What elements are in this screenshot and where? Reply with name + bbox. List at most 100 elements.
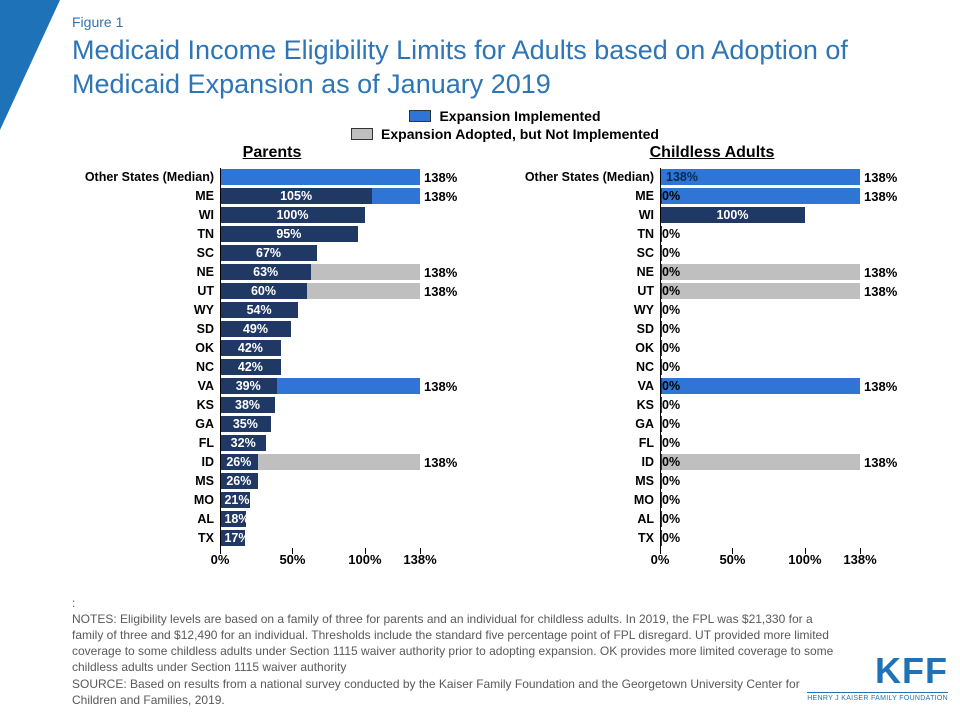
row-label: NE: [512, 265, 660, 279]
row-end-label: 138%: [420, 170, 466, 185]
overlay-bar: [220, 169, 420, 185]
chart-row: SD0%: [512, 320, 912, 339]
row-end-label: 138%: [860, 265, 906, 280]
chart-plot: Other States (Median)138%ME105%138%WI100…: [72, 168, 472, 548]
bar-value-label: 18%: [220, 511, 254, 527]
row-label: VA: [512, 379, 660, 393]
bar-area: 42%: [220, 340, 420, 356]
bar-area: 0%: [660, 359, 860, 375]
row-end-label: 138%: [420, 265, 466, 280]
bar-value-label: 0%: [662, 530, 680, 546]
bar-value-label: 0%: [662, 492, 680, 508]
bar-value-label: 0%: [662, 416, 680, 432]
chart-row: NE63%138%: [72, 263, 472, 282]
bar-area: 0%: [660, 245, 860, 261]
figure-frame: Figure 1 Medicaid Income Eligibility Lim…: [72, 14, 938, 576]
bar-area: 0%: [660, 492, 860, 508]
row-label: MO: [512, 493, 660, 507]
bar-area: 35%: [220, 416, 420, 432]
row-label: NE: [72, 265, 220, 279]
bar-area: 0%: [660, 378, 860, 394]
chart-row: NC0%: [512, 358, 912, 377]
tick-label: 0%: [211, 552, 230, 567]
bar-area: 0%: [660, 283, 860, 299]
tick-label: 50%: [719, 552, 745, 567]
chart: Childless AdultsOther States (Median)138…: [512, 144, 912, 576]
bar-value-label: 0%: [662, 359, 680, 375]
row-label: SD: [512, 322, 660, 336]
x-axis: 0%50%100%138%: [72, 552, 472, 576]
bar-area: 0%: [660, 226, 860, 242]
bar-area: 100%: [220, 207, 420, 223]
row-label: FL: [512, 436, 660, 450]
bar-area: 0%: [660, 321, 860, 337]
chart-row: ID26% 138%: [72, 453, 472, 472]
chart-plot: Other States (Median)138%138%ME0%138%WI1…: [512, 168, 912, 548]
bar-area: 17%: [220, 530, 420, 546]
chart-row: UT0%138%: [512, 282, 912, 301]
bar-area: 138%: [660, 169, 860, 185]
bar-value-label: 42%: [220, 359, 281, 375]
bar-value-label: 0%: [662, 378, 680, 394]
chart-row: FL32%: [72, 434, 472, 453]
chart-row: NC42%: [72, 358, 472, 377]
row-label: MO: [72, 493, 220, 507]
charts-container: ParentsOther States (Median)138%ME105%13…: [72, 144, 938, 576]
figure-title: Medicaid Income Eligibility Limits for A…: [72, 34, 938, 102]
row-label: ID: [72, 455, 220, 469]
row-label: UT: [72, 284, 220, 298]
row-label: NC: [72, 360, 220, 374]
bar-value-label: 0%: [662, 511, 680, 527]
chart-title: Parents: [72, 144, 472, 162]
row-label: MS: [72, 474, 220, 488]
bar-value-label: 0%: [662, 188, 680, 204]
legend: Expansion Implemented Expansion Adopted, …: [72, 108, 938, 142]
chart-row: TN95%: [72, 225, 472, 244]
chart-row: MS26%: [72, 472, 472, 491]
bar-value-label: 54%: [220, 302, 298, 318]
bar-area: 95%: [220, 226, 420, 242]
row-label: NC: [512, 360, 660, 374]
chart-row: NE0%138%: [512, 263, 912, 282]
chart-row: TN0%: [512, 225, 912, 244]
legend-swatch: [409, 110, 431, 122]
bar-value-label: 67%: [220, 245, 317, 261]
bar-area: 49%: [220, 321, 420, 337]
chart-row: SD49%: [72, 320, 472, 339]
row-end-label: 138%: [860, 189, 906, 204]
legend-label: Expansion Adopted, but Not Implemented: [381, 126, 659, 142]
bar-value-label: 60%: [220, 283, 307, 299]
row-label: ME: [72, 189, 220, 203]
chart-row: SC0%: [512, 244, 912, 263]
chart-row: WI100%: [512, 206, 912, 225]
bar-area: 39%: [220, 378, 420, 394]
bar-area: 0%: [660, 530, 860, 546]
bar-value-label: 105%: [220, 188, 372, 204]
bar-value-label: 0%: [662, 340, 680, 356]
bar-value-label: 26%: [220, 454, 258, 470]
legend-item: Expansion Implemented: [409, 108, 600, 124]
row-label: OK: [72, 341, 220, 355]
bar-area: 26%: [220, 473, 420, 489]
overlay-bar: [660, 264, 860, 280]
chart-row: OK0%: [512, 339, 912, 358]
legend-swatch: [351, 128, 373, 140]
figure-label: Figure 1: [72, 14, 938, 30]
chart-row: MO0%: [512, 491, 912, 510]
bar-area: 0%: [660, 264, 860, 280]
bar-value-label: 0%: [662, 226, 680, 242]
bar-value-label: 21%: [220, 492, 254, 508]
chart-row: UT60%138%: [72, 282, 472, 301]
overlay-bar: [660, 454, 860, 470]
chart-row: ME105%138%: [72, 187, 472, 206]
chart-row: SC67%: [72, 244, 472, 263]
tick-label: 100%: [788, 552, 821, 567]
row-label: OK: [512, 341, 660, 355]
row-end-label: 138%: [420, 455, 466, 470]
y-axis-line: [660, 168, 661, 548]
bar-area: 0%: [660, 340, 860, 356]
bar-area: 0%: [660, 435, 860, 451]
bar-area: 63%: [220, 264, 420, 280]
bar-area: 32%: [220, 435, 420, 451]
bar-area: 0%: [660, 416, 860, 432]
